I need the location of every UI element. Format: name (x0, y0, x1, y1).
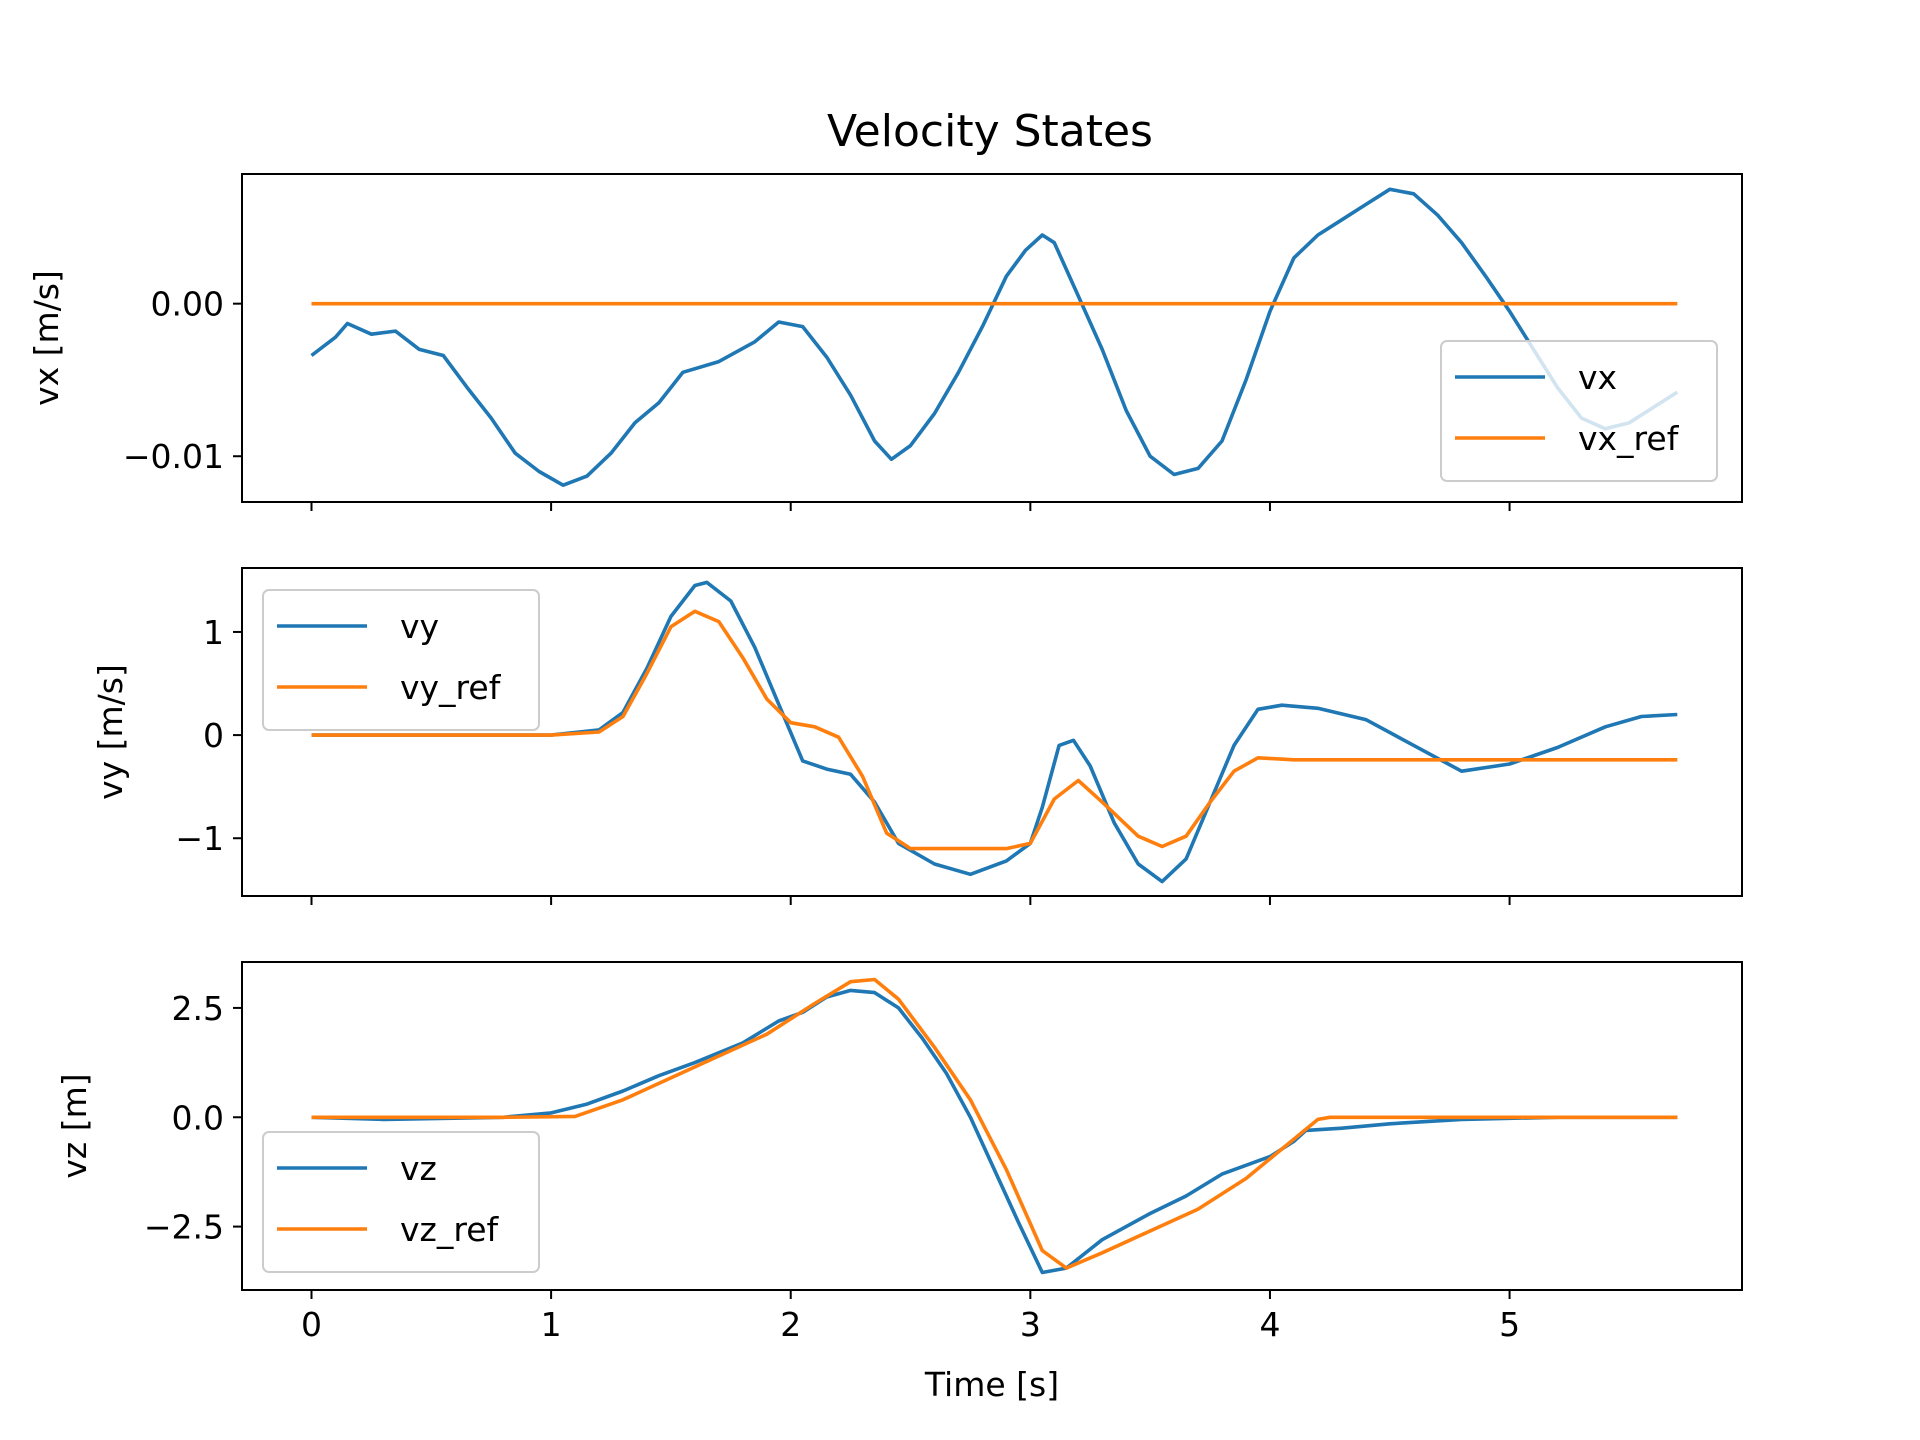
subplot-2-xtick-label: 5 (1499, 1305, 1520, 1344)
subplot-0-ytick-label: −0.01 (123, 437, 224, 476)
legend-vx-label: vx (1578, 358, 1617, 397)
subplot-2-xlabel: Time [s] (924, 1365, 1059, 1404)
vy-subplot: 1 0 −1 vy [m/s] vy vy_ref (91, 567, 1743, 905)
subplot-2-ytick-label: 2.5 (172, 989, 224, 1028)
subplot-1-axes-frame (241, 567, 1743, 897)
vy_ref-line (311, 609, 1678, 851)
vy-line (311, 580, 1678, 884)
subplot-0-legend: vx vx_ref (1440, 340, 1718, 482)
legend-vx_ref-label: vx_ref (1578, 419, 1680, 458)
subplot-1-ytick-label: 1 (203, 613, 224, 652)
subplot-0-ylabel: vx [m/s] (27, 270, 66, 406)
legend-vz-label: vz (400, 1149, 437, 1188)
subplot-2-ytick-label: −2.5 (144, 1208, 224, 1247)
subplot-0-axes-frame (241, 173, 1743, 503)
subplot-2-xtick-label: 4 (1259, 1305, 1280, 1344)
subplot-1-ytick-label: 0 (203, 716, 224, 755)
vx-subplot: 0.00 −0.01 vx [m/s] vx vx_ref (27, 173, 1743, 511)
subplot-2-axes-frame (241, 961, 1743, 1291)
legend-vy-label: vy (400, 607, 439, 646)
subplot-2-legend: vz vz_ref (262, 1131, 540, 1273)
subplot-2-xtick-label: 0 (301, 1305, 322, 1344)
subplot-1-legend: vy vy_ref (262, 589, 540, 731)
subplot-2-xtick-label: 1 (541, 1305, 562, 1344)
subplot-2-xtick-label: 2 (780, 1305, 801, 1344)
vz-subplot: 2.5 0.0 −2.5 0 1 2 3 4 5 vz [m] Time [s] vz vz_ref (55, 961, 1743, 1404)
subplot-2-ytick-label: 0.0 (172, 1098, 224, 1137)
legend-vy_ref-label: vy_ref (400, 668, 502, 707)
subplot-1-ytick-label: −1 (175, 819, 224, 858)
subplot-1-ylabel: vy [m/s] (91, 664, 130, 800)
subplot-2-ylabel: vz [m] (55, 1073, 94, 1178)
subplot-2-xtick-label: 3 (1020, 1305, 1041, 1344)
figure-title: Velocity States (827, 106, 1153, 157)
subplot-0-ytick-label: 0.00 (151, 285, 224, 324)
legend-vz_ref-label: vz_ref (400, 1210, 499, 1249)
vz_ref-line (311, 977, 1678, 1270)
vx-line (310, 187, 1679, 487)
